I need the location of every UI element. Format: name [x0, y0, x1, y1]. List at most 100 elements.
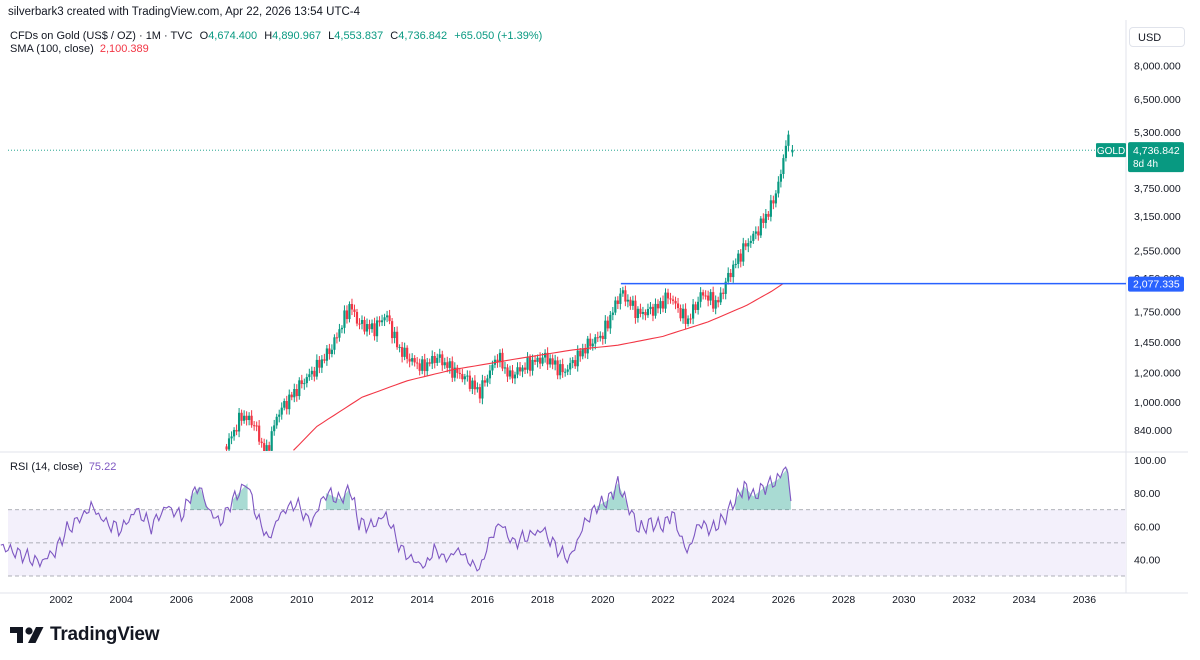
change-value: +65.050 (+1.39%) [454, 30, 543, 42]
rsi-line [0, 466, 792, 572]
candle-body [739, 253, 742, 262]
candle-body [258, 425, 261, 442]
time-axis-label: 2010 [290, 594, 314, 606]
candle-body [719, 292, 722, 303]
candle-body [373, 323, 376, 337]
rsi-overbought-fill [325, 488, 350, 510]
candle-body [260, 441, 263, 444]
rsi-band-fill [8, 509, 1126, 576]
candle-body [659, 301, 662, 309]
candle-body [448, 361, 451, 368]
candle-body [406, 347, 409, 359]
open-value: 4,674.400 [208, 30, 258, 42]
candle-body [629, 299, 632, 306]
candle-body [742, 243, 745, 262]
candle-body [513, 374, 517, 379]
candle-body [506, 367, 509, 377]
candle-body [584, 348, 587, 354]
candle-body [621, 290, 624, 294]
candle-body [348, 304, 351, 320]
candle-body [453, 367, 456, 378]
candle-body [243, 415, 246, 421]
candle-body [370, 323, 374, 330]
candle-body [692, 304, 695, 319]
price-tag-countdown: 8d 4h [1133, 159, 1158, 170]
sma-legend[interactable]: SMA (100, close) 2,100.389 [10, 43, 149, 55]
level-tag-value: 2,077.335 [1133, 279, 1180, 291]
candle-body [689, 318, 692, 320]
candle-body [481, 380, 484, 399]
tradingview-logo[interactable]: TradingView [10, 624, 160, 646]
time-axis-label: 2036 [1073, 594, 1097, 606]
candles [225, 130, 794, 451]
price-axis-label: 6,500.000 [1134, 94, 1181, 106]
candle-body [385, 315, 389, 318]
candle-body [546, 352, 549, 365]
candle-body [353, 309, 356, 312]
candle-body [591, 343, 594, 347]
candle-body [611, 312, 614, 315]
candle-body [288, 394, 291, 410]
price-axis-label: 1,000.000 [1134, 397, 1181, 409]
candle-body [651, 306, 655, 316]
candle-body [676, 303, 680, 309]
rsi-axis-label: 100.00 [1134, 455, 1166, 467]
candle-body [654, 303, 657, 316]
candle-body [782, 158, 785, 174]
candle-body [378, 320, 381, 323]
candle-body [320, 359, 323, 368]
candle-body [483, 380, 487, 383]
candle-body [559, 364, 562, 376]
candle-body [423, 359, 426, 372]
price-chart[interactable]: 8,000.000 6,500.000 5,300.000 3,750.000 3,15… [0, 0, 1200, 620]
rsi-panel [0, 466, 1126, 577]
candle-body [571, 360, 574, 364]
candle-body [569, 363, 572, 370]
currency-selector[interactable]: USD [1129, 27, 1185, 47]
candle-body [315, 359, 318, 377]
candle-body [358, 323, 361, 325]
candle-body [737, 253, 740, 264]
time-axis-label: 2020 [591, 594, 615, 606]
high-label: H [264, 30, 273, 42]
candle-body [516, 367, 519, 375]
candle-body [686, 318, 690, 324]
candle-body [674, 300, 677, 304]
candle-body [310, 370, 313, 375]
price-axis-label: 840.000 [1134, 425, 1172, 437]
candle-body [275, 416, 278, 426]
candle-body [671, 299, 675, 301]
candle-body [235, 429, 238, 432]
candle-body [702, 292, 705, 296]
candle-body [533, 359, 537, 362]
candle-body [290, 394, 293, 398]
high-value: 4,890.967 [272, 30, 322, 42]
candle-body [754, 231, 757, 234]
candle-body [634, 300, 637, 319]
symbol-title[interactable]: CFDs on Gold (US$ / OZ) · 1M · TVC [10, 30, 193, 42]
rsi-legend[interactable]: RSI (14, close) 75.22 [10, 461, 116, 473]
candle-body [340, 327, 344, 330]
candle-body [579, 350, 582, 357]
candle-body [225, 446, 228, 450]
candle-body [759, 218, 762, 236]
candle-body [599, 335, 602, 338]
candle-body [679, 308, 682, 319]
candle-body [609, 314, 612, 329]
candle-body [656, 303, 660, 309]
candle-body [265, 445, 268, 451]
candle-body [518, 367, 522, 372]
candle-body [323, 359, 326, 361]
candle-body [684, 308, 687, 324]
candle-body [416, 362, 419, 364]
candle-body [707, 295, 710, 301]
candle-body [313, 370, 316, 377]
grid-lines [0, 20, 1188, 594]
candle-body [551, 358, 554, 365]
candle-body [360, 320, 364, 324]
brand-name: TradingView [50, 624, 160, 645]
rsi-axis-label: 60.00 [1134, 521, 1160, 533]
candle-body [732, 264, 735, 278]
candle-body [498, 352, 502, 363]
candle-body [248, 415, 251, 421]
